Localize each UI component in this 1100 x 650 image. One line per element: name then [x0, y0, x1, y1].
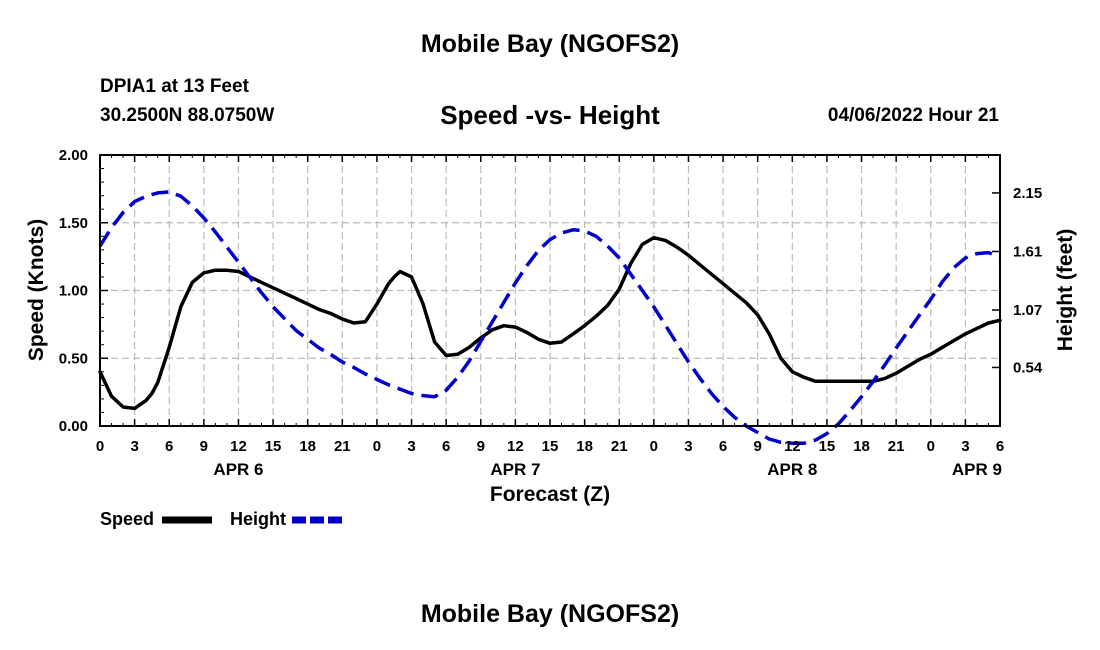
x-tick-label: 15	[265, 438, 282, 455]
x-tick-label: 0	[96, 438, 104, 455]
x-tick-label: 3	[684, 438, 692, 455]
x-tick-label: 12	[230, 438, 247, 455]
day-label: APR 6	[213, 460, 263, 479]
day-label: APR 9	[952, 460, 1002, 479]
x-tick-label: 18	[299, 438, 316, 455]
chart-title: Mobile Bay (NGOFS2)	[420, 30, 680, 58]
y-tick-label: 0.50	[59, 350, 88, 367]
x-tick-label: 3	[961, 438, 969, 455]
y-axis-left: 0.00 0.50 1.00 1.50 2.00	[59, 147, 108, 435]
y-axis-label: Speed (Knots)	[25, 219, 48, 361]
series-layer	[98, 190, 1002, 446]
y-tick-label: 2.00	[59, 147, 88, 164]
legend-height-label: Height	[230, 509, 286, 529]
day-label: APR 8	[767, 460, 817, 479]
x-tick-label: 0	[650, 438, 658, 455]
footer-title: Mobile Bay (NGOFS2)	[420, 600, 680, 628]
y2-tick-label: 1.07	[1013, 302, 1042, 319]
legend-speed-label: Speed	[100, 509, 154, 529]
x-tick-label: 0	[927, 438, 935, 455]
y2-tick-label: 2.15	[1013, 185, 1042, 202]
day-labels: APR 6 APR 7 APR 8 APR 9	[213, 460, 1002, 479]
legend: Speed Height	[100, 509, 342, 529]
x-tick-label: 6	[719, 438, 727, 455]
x-tick-label: 12	[507, 438, 524, 455]
x-tick-label: 3	[407, 438, 415, 455]
speed-line	[98, 235, 1002, 411]
y-tick-label: 1.00	[59, 283, 88, 300]
x-tick-label: 15	[542, 438, 559, 455]
x-tick-label: 21	[611, 438, 628, 455]
y-axis-right: 0.54 1.07 1.61 2.15	[992, 185, 1043, 376]
height-line	[98, 190, 1001, 446]
x-tick-label: 9	[754, 438, 762, 455]
station-coordinates: 30.2500N 88.0750W	[100, 105, 275, 126]
x-axis-label: Forecast (Z)	[490, 483, 610, 506]
x-axis: 0 3 6 9 12 15 18 21 0 3 6 9 12 15 18 21 0 3 6 9 12 15 18 21 0 3 6	[96, 155, 1004, 455]
y2-tick-label: 1.61	[1013, 243, 1042, 260]
x-tick-label: 21	[334, 438, 351, 455]
day-label: APR 7	[490, 460, 540, 479]
x-tick-label: 6	[442, 438, 450, 455]
station-label: DPIA1 at 13 Feet	[100, 76, 249, 97]
x-tick-label: 12	[784, 438, 801, 455]
y-tick-label: 1.50	[59, 215, 88, 232]
x-tick-label: 18	[853, 438, 870, 455]
grid	[100, 155, 1000, 426]
y2-tick-label: 0.54	[1013, 359, 1043, 376]
x-tick-label: 0	[373, 438, 381, 455]
x-tick-label: 15	[819, 438, 836, 455]
forecast-datetime: 04/06/2022 Hour 21	[827, 105, 999, 126]
x-tick-label: 3	[130, 438, 138, 455]
y-tick-label: 0.00	[59, 418, 88, 435]
chart-subtitle: Speed -vs- Height	[440, 100, 660, 130]
x-tick-label: 18	[576, 438, 593, 455]
x-tick-label: 9	[200, 438, 208, 455]
y2-axis-label: Height (feet)	[1054, 229, 1077, 352]
x-tick-label: 6	[165, 438, 173, 455]
x-tick-label: 9	[477, 438, 485, 455]
x-tick-label: 6	[996, 438, 1004, 455]
x-tick-label: 21	[888, 438, 905, 455]
